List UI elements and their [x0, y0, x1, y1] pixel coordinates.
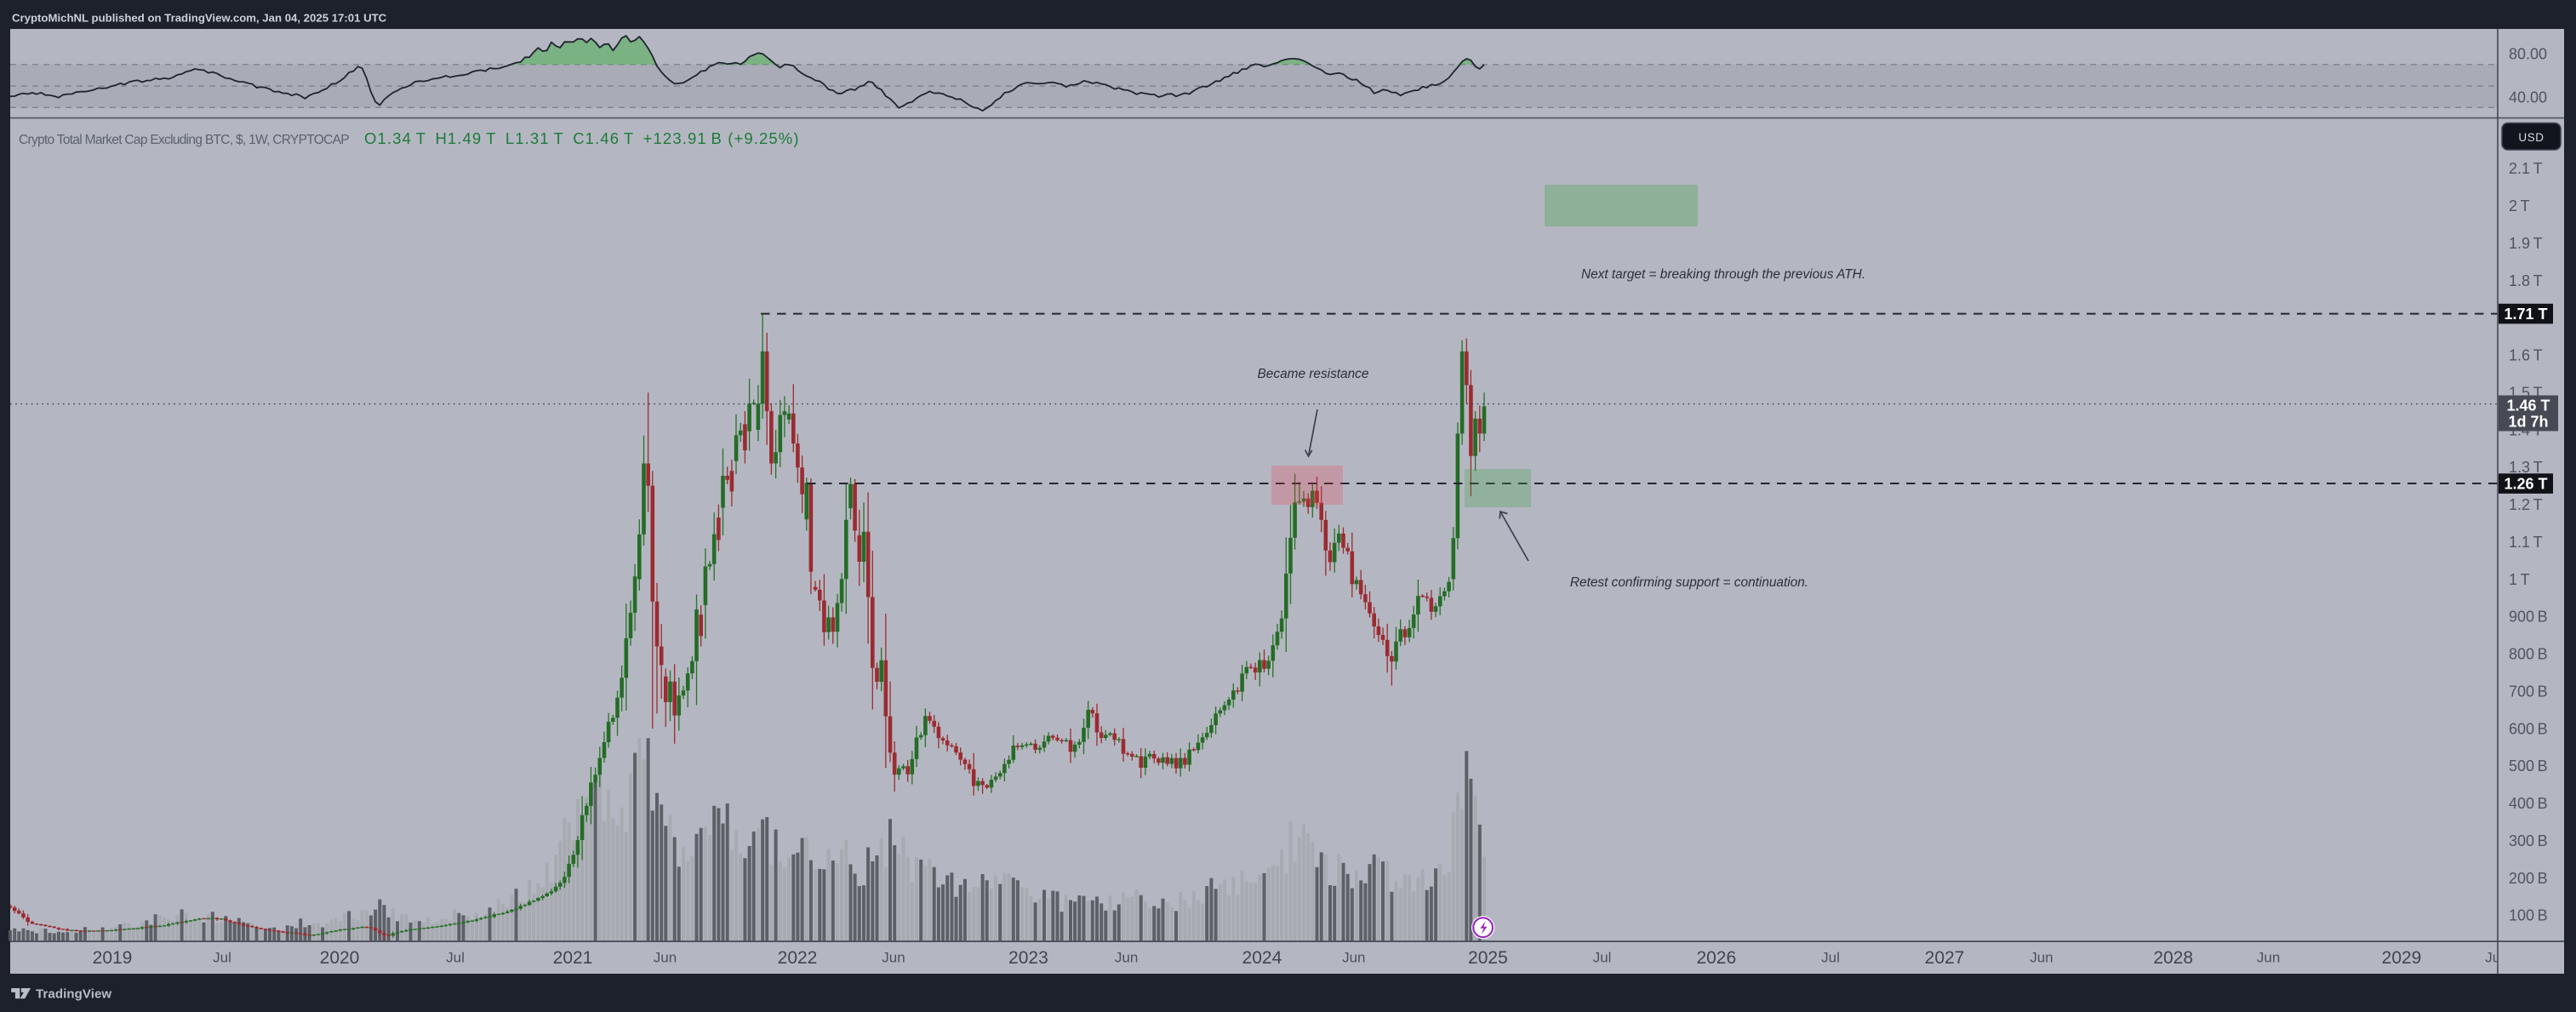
svg-text:Next target = breaking through: Next target = breaking through the previ… — [1581, 267, 1865, 282]
svg-text:1.6 T: 1.6 T — [2509, 347, 2543, 364]
svg-text:900 B: 900 B — [2509, 609, 2548, 626]
svg-text:1.8 T: 1.8 T — [2509, 272, 2543, 289]
svg-text:2021: 2021 — [553, 948, 593, 968]
svg-text:Jun: Jun — [1115, 950, 1138, 966]
svg-text:2028: 2028 — [2153, 948, 2193, 968]
svg-text:2023: 2023 — [1008, 948, 1048, 968]
svg-text:1.3 T: 1.3 T — [2509, 459, 2543, 476]
svg-text:Jun: Jun — [1342, 950, 1365, 966]
svg-text:2.1 T: 2.1 T — [2509, 160, 2543, 177]
svg-text:400 B: 400 B — [2509, 795, 2548, 812]
svg-text:1.46 T: 1.46 T — [2506, 397, 2550, 415]
svg-text:2019: 2019 — [93, 948, 133, 968]
svg-text:Jun: Jun — [2030, 950, 2053, 966]
svg-text:2022: 2022 — [778, 948, 818, 968]
svg-text:40.00: 40.00 — [2509, 89, 2547, 106]
svg-text:80.00: 80.00 — [2509, 46, 2547, 63]
svg-text:1.71 T: 1.71 T — [2504, 306, 2547, 323]
svg-text:500 B: 500 B — [2509, 758, 2548, 775]
svg-text:Jul: Jul — [446, 950, 465, 966]
svg-text:2020: 2020 — [320, 948, 360, 968]
svg-text:100 B: 100 B — [2509, 907, 2548, 924]
svg-text:TradingView: TradingView — [36, 987, 111, 1002]
svg-text:Jun: Jun — [654, 950, 677, 966]
svg-text:300 B: 300 B — [2509, 832, 2548, 849]
svg-text:200 B: 200 B — [2509, 870, 2548, 887]
svg-text:Jun: Jun — [2257, 950, 2280, 966]
svg-text:1.9 T: 1.9 T — [2509, 235, 2543, 252]
svg-text:Retest confirming support = co: Retest confirming support = continuation… — [1570, 575, 1808, 590]
svg-text:CryptoMichNL published on Trad: CryptoMichNL published on TradingView.co… — [12, 12, 387, 25]
svg-text:Jul: Jul — [1821, 950, 1840, 966]
svg-text:1.1 T: 1.1 T — [2509, 534, 2543, 551]
svg-text:2029: 2029 — [2382, 948, 2422, 968]
svg-text:Jun: Jun — [2485, 950, 2508, 966]
svg-text:1 T: 1 T — [2509, 571, 2530, 588]
svg-text:1d 7h: 1d 7h — [2508, 414, 2548, 431]
svg-text:1.26 T: 1.26 T — [2504, 476, 2547, 493]
svg-text:O1.34 T H1.49 T L1.31 T C1.46: O1.34 T H1.49 T L1.31 T C1.46 T +123.91 … — [364, 129, 800, 147]
svg-text:Jul: Jul — [1593, 950, 1612, 966]
svg-text:Jul: Jul — [213, 950, 231, 966]
svg-text:800 B: 800 B — [2509, 646, 2548, 663]
svg-text:Crypto Total Market Cap Exclud: Crypto Total Market Cap Excluding BTC, $… — [19, 133, 349, 147]
svg-text:2024: 2024 — [1242, 948, 1282, 968]
svg-text:1.2 T: 1.2 T — [2509, 496, 2543, 513]
svg-text:600 B: 600 B — [2509, 720, 2548, 737]
svg-text:2026: 2026 — [1696, 948, 1736, 968]
svg-text:2027: 2027 — [1925, 948, 1965, 968]
svg-text:2 T: 2 T — [2509, 197, 2530, 214]
svg-text:Became resistance: Became resistance — [1258, 367, 1369, 381]
svg-text:USD: USD — [2518, 131, 2544, 144]
svg-text:Jun: Jun — [882, 950, 905, 966]
svg-text:700 B: 700 B — [2509, 683, 2548, 700]
svg-text:2025: 2025 — [1468, 948, 1508, 968]
